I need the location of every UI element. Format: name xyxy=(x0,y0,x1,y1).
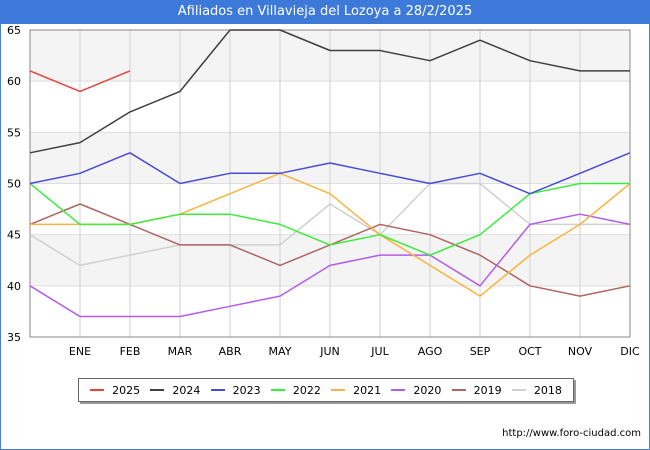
series-line-2023 xyxy=(29,152,631,195)
legend-label: 2024 xyxy=(172,383,201,397)
y-tick-label: 40 xyxy=(7,280,21,293)
y-tick-label: 55 xyxy=(7,126,21,139)
x-tick-label: MAR xyxy=(168,345,193,358)
x-tick-label: ENE xyxy=(69,345,91,358)
legend-swatch xyxy=(331,389,346,391)
chart-legend: 2025 2024 2023 2022 2021 2020 2019 2018 xyxy=(78,378,574,402)
series-line-2025 xyxy=(29,70,131,93)
legend-swatch xyxy=(391,389,406,391)
x-tick-label: MAY xyxy=(269,345,292,358)
legend-label: 2025 xyxy=(112,383,141,397)
x-tick-label: ABR xyxy=(219,345,242,358)
legend-swatch xyxy=(150,389,165,391)
legend-label: 2019 xyxy=(473,383,502,397)
legend-item-2025: 2025 xyxy=(90,384,140,397)
legend-item-2019: 2019 xyxy=(451,383,502,397)
legend-item-2020: 2020 xyxy=(391,384,441,397)
y-tick-label: 45 xyxy=(7,229,21,242)
series-line-2020 xyxy=(29,213,631,318)
legend-swatch xyxy=(451,389,466,391)
x-tick-label: AGO xyxy=(418,345,443,358)
legend-item-2023: 2023 xyxy=(210,383,261,397)
x-tick-label: JUN xyxy=(319,345,340,358)
x-tick-label: JUL xyxy=(370,345,389,358)
x-tick-label: FEB xyxy=(120,345,141,358)
legend-label: 2023 xyxy=(232,383,261,397)
legend-swatch xyxy=(511,389,526,391)
legend-swatch xyxy=(90,389,105,391)
x-tick-label: SEP xyxy=(470,345,491,358)
x-tick-label: OCT xyxy=(518,345,541,358)
legend-item-2022: 2022 xyxy=(270,383,321,397)
y-tick-label: 60 xyxy=(7,75,21,88)
legend-item-2018: 2018 xyxy=(511,383,562,397)
y-tick-label: 35 xyxy=(7,331,21,344)
series-line-2024 xyxy=(29,29,630,154)
legend-item-2024: 2024 xyxy=(150,384,200,397)
y-tick-label: 50 xyxy=(7,178,21,191)
legend-swatch xyxy=(270,389,285,391)
x-tick-label: DIC xyxy=(620,345,640,358)
legend-item-2021: 2021 xyxy=(331,384,381,397)
legend-label: 2021 xyxy=(353,383,382,397)
x-tick-label: NOV xyxy=(568,345,593,358)
legend-swatch xyxy=(210,389,225,391)
y-tick-label: 65 xyxy=(7,24,21,37)
chart-title: Afiliados en Villavieja del Lozoya a 28/… xyxy=(0,0,650,24)
legend-label: 2022 xyxy=(292,383,321,397)
source-text: http://www.foro-ciudad.com xyxy=(502,428,641,439)
legend-label: 2020 xyxy=(413,383,442,397)
legend-label: 2018 xyxy=(533,383,562,397)
